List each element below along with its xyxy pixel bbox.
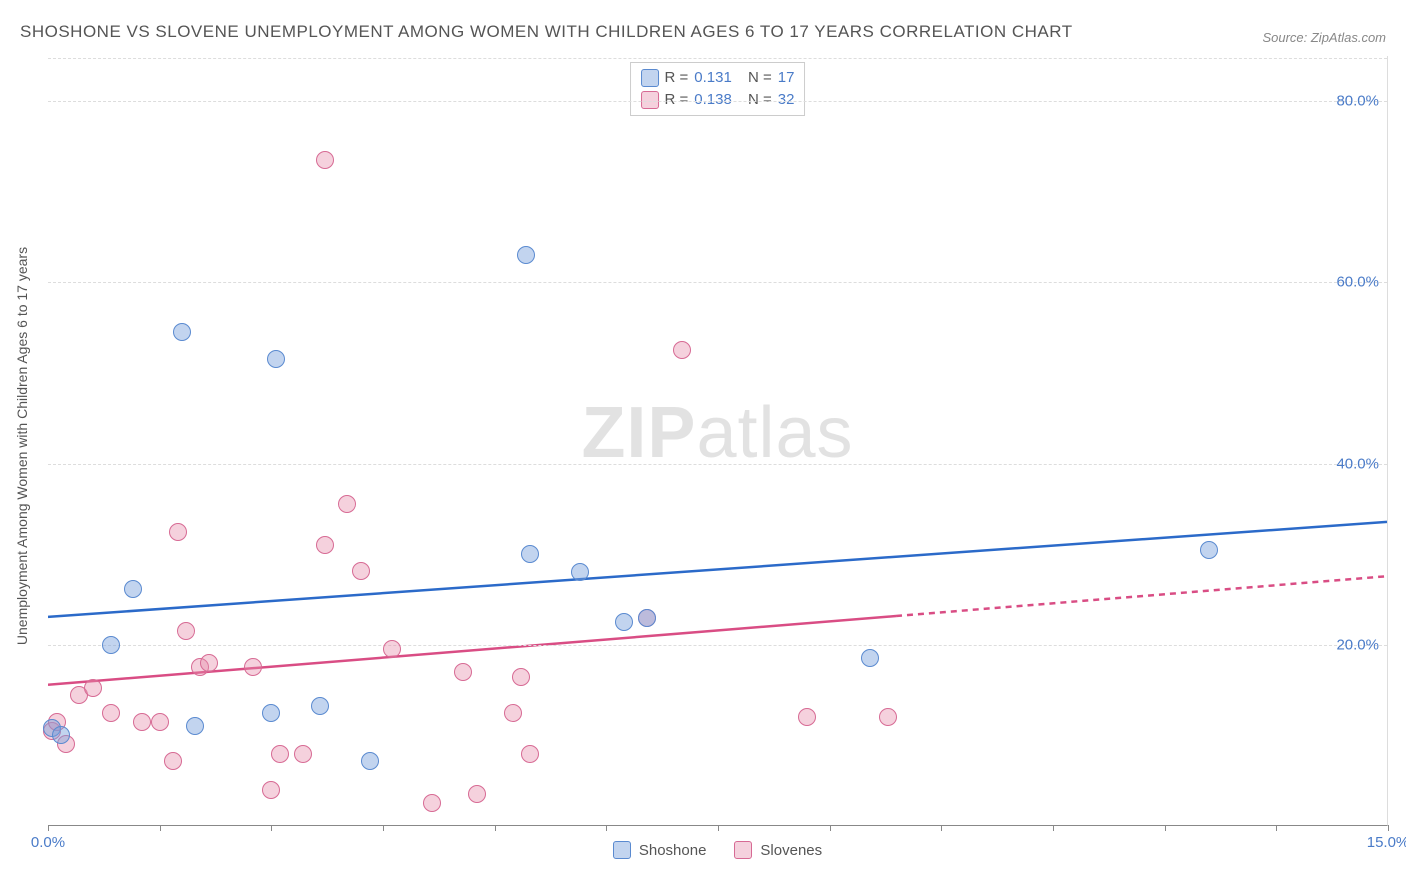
gridline — [48, 464, 1387, 465]
slovenes-point[interactable] — [102, 704, 120, 722]
shoshone-r-value: 0.131 — [694, 67, 732, 89]
shoshone-point[interactable] — [1200, 541, 1218, 559]
slovenes-point[interactable] — [200, 654, 218, 672]
shoshone-point[interactable] — [102, 636, 120, 654]
shoshone-point[interactable] — [124, 580, 142, 598]
slovenes-swatch — [641, 91, 659, 109]
slovenes-point[interactable] — [423, 794, 441, 812]
slovenes-point[interactable] — [454, 663, 472, 681]
slovenes-point[interactable] — [244, 658, 262, 676]
x-tick — [941, 825, 942, 831]
slovenes-point[interactable] — [262, 781, 280, 799]
scatter-plot: ZIPatlas R = 0.131 N = 17 R = 0.138 N = … — [48, 56, 1388, 826]
y-tick-label: 40.0% — [1336, 455, 1379, 472]
slovenes-point[interactable] — [151, 713, 169, 731]
x-tick — [1276, 825, 1277, 831]
shoshone-point[interactable] — [615, 613, 633, 631]
shoshone-point[interactable] — [186, 717, 204, 735]
shoshone-point[interactable] — [262, 704, 280, 722]
x-tick — [1053, 825, 1054, 831]
shoshone-point[interactable] — [571, 563, 589, 581]
r-label: R = — [665, 89, 689, 111]
slovenes-point[interactable] — [504, 704, 522, 722]
shoshone-point[interactable] — [361, 752, 379, 770]
r-label: R = — [665, 67, 689, 89]
gridline — [48, 645, 1387, 646]
watermark-bold: ZIP — [581, 392, 696, 472]
shoshone-point[interactable] — [521, 545, 539, 563]
n-label: N = — [748, 67, 772, 89]
slovenes-point[interactable] — [271, 745, 289, 763]
shoshone-point[interactable] — [173, 323, 191, 341]
trend-lines — [48, 56, 1387, 825]
slovenes-point[interactable] — [879, 708, 897, 726]
slovenes-point[interactable] — [512, 668, 530, 686]
x-tick — [160, 825, 161, 831]
slovenes-point[interactable] — [352, 562, 370, 580]
y-tick-label: 60.0% — [1336, 274, 1379, 291]
slovenes-point[interactable] — [164, 752, 182, 770]
slovenes-point[interactable] — [294, 745, 312, 763]
gridline — [48, 282, 1387, 283]
gridline — [48, 101, 1387, 102]
x-tick — [718, 825, 719, 831]
source-attribution: Source: ZipAtlas.com — [1262, 30, 1386, 45]
x-tick — [1165, 825, 1166, 831]
slovenes-point[interactable] — [316, 536, 334, 554]
y-axis-label: Unemployment Among Women with Children A… — [14, 247, 30, 645]
legend-item-shoshone[interactable]: Shoshone — [613, 841, 707, 859]
slovenes-point[interactable] — [798, 708, 816, 726]
slovenes-point[interactable] — [383, 640, 401, 658]
shoshone-point[interactable] — [861, 649, 879, 667]
slovenes-point[interactable] — [177, 622, 195, 640]
x-tick — [1388, 825, 1389, 831]
x-tick-label: 15.0% — [1367, 834, 1406, 851]
shoshone-label: Shoshone — [639, 842, 707, 859]
watermark-light: atlas — [696, 392, 853, 472]
shoshone-swatch — [641, 69, 659, 87]
slovenes-point[interactable] — [169, 523, 187, 541]
slovenes-swatch — [734, 841, 752, 859]
shoshone-swatch — [613, 841, 631, 859]
slovenes-point[interactable] — [84, 679, 102, 697]
gridline — [48, 58, 1387, 59]
shoshone-point[interactable] — [311, 697, 329, 715]
y-tick-label: 20.0% — [1336, 636, 1379, 653]
y-tick-label: 80.0% — [1336, 93, 1379, 110]
slovenes-point[interactable] — [521, 745, 539, 763]
slovenes-n-value: 32 — [778, 89, 795, 111]
x-tick — [383, 825, 384, 831]
shoshone-point[interactable] — [517, 246, 535, 264]
x-tick-label: 0.0% — [31, 834, 65, 851]
shoshone-point[interactable] — [267, 350, 285, 368]
slovenes-point[interactable] — [338, 495, 356, 513]
x-tick — [495, 825, 496, 831]
x-tick — [830, 825, 831, 831]
watermark: ZIPatlas — [581, 391, 853, 473]
n-label: N = — [748, 89, 772, 111]
x-tick — [271, 825, 272, 831]
x-tick — [606, 825, 607, 831]
legend-row-slovenes: R = 0.138 N = 32 — [641, 89, 795, 111]
chart-title: SHOSHONE VS SLOVENE UNEMPLOYMENT AMONG W… — [20, 22, 1073, 42]
shoshone-n-value: 17 — [778, 67, 795, 89]
slovenes-point[interactable] — [133, 713, 151, 731]
series-legend: Shoshone Slovenes — [48, 841, 1387, 859]
shoshone-point[interactable] — [52, 726, 70, 744]
slovenes-point[interactable] — [673, 341, 691, 359]
slovenes-point[interactable] — [468, 785, 486, 803]
slovenes-r-value: 0.138 — [694, 89, 732, 111]
trend-line — [48, 522, 1387, 617]
legend-row-shoshone: R = 0.131 N = 17 — [641, 67, 795, 89]
trend-line — [896, 576, 1387, 616]
correlation-legend: R = 0.131 N = 17 R = 0.138 N = 32 — [630, 62, 806, 116]
x-tick — [48, 825, 49, 831]
slovenes-point[interactable] — [316, 151, 334, 169]
slovenes-label: Slovenes — [760, 842, 822, 859]
shoshone-point[interactable] — [638, 609, 656, 627]
legend-item-slovenes[interactable]: Slovenes — [734, 841, 822, 859]
